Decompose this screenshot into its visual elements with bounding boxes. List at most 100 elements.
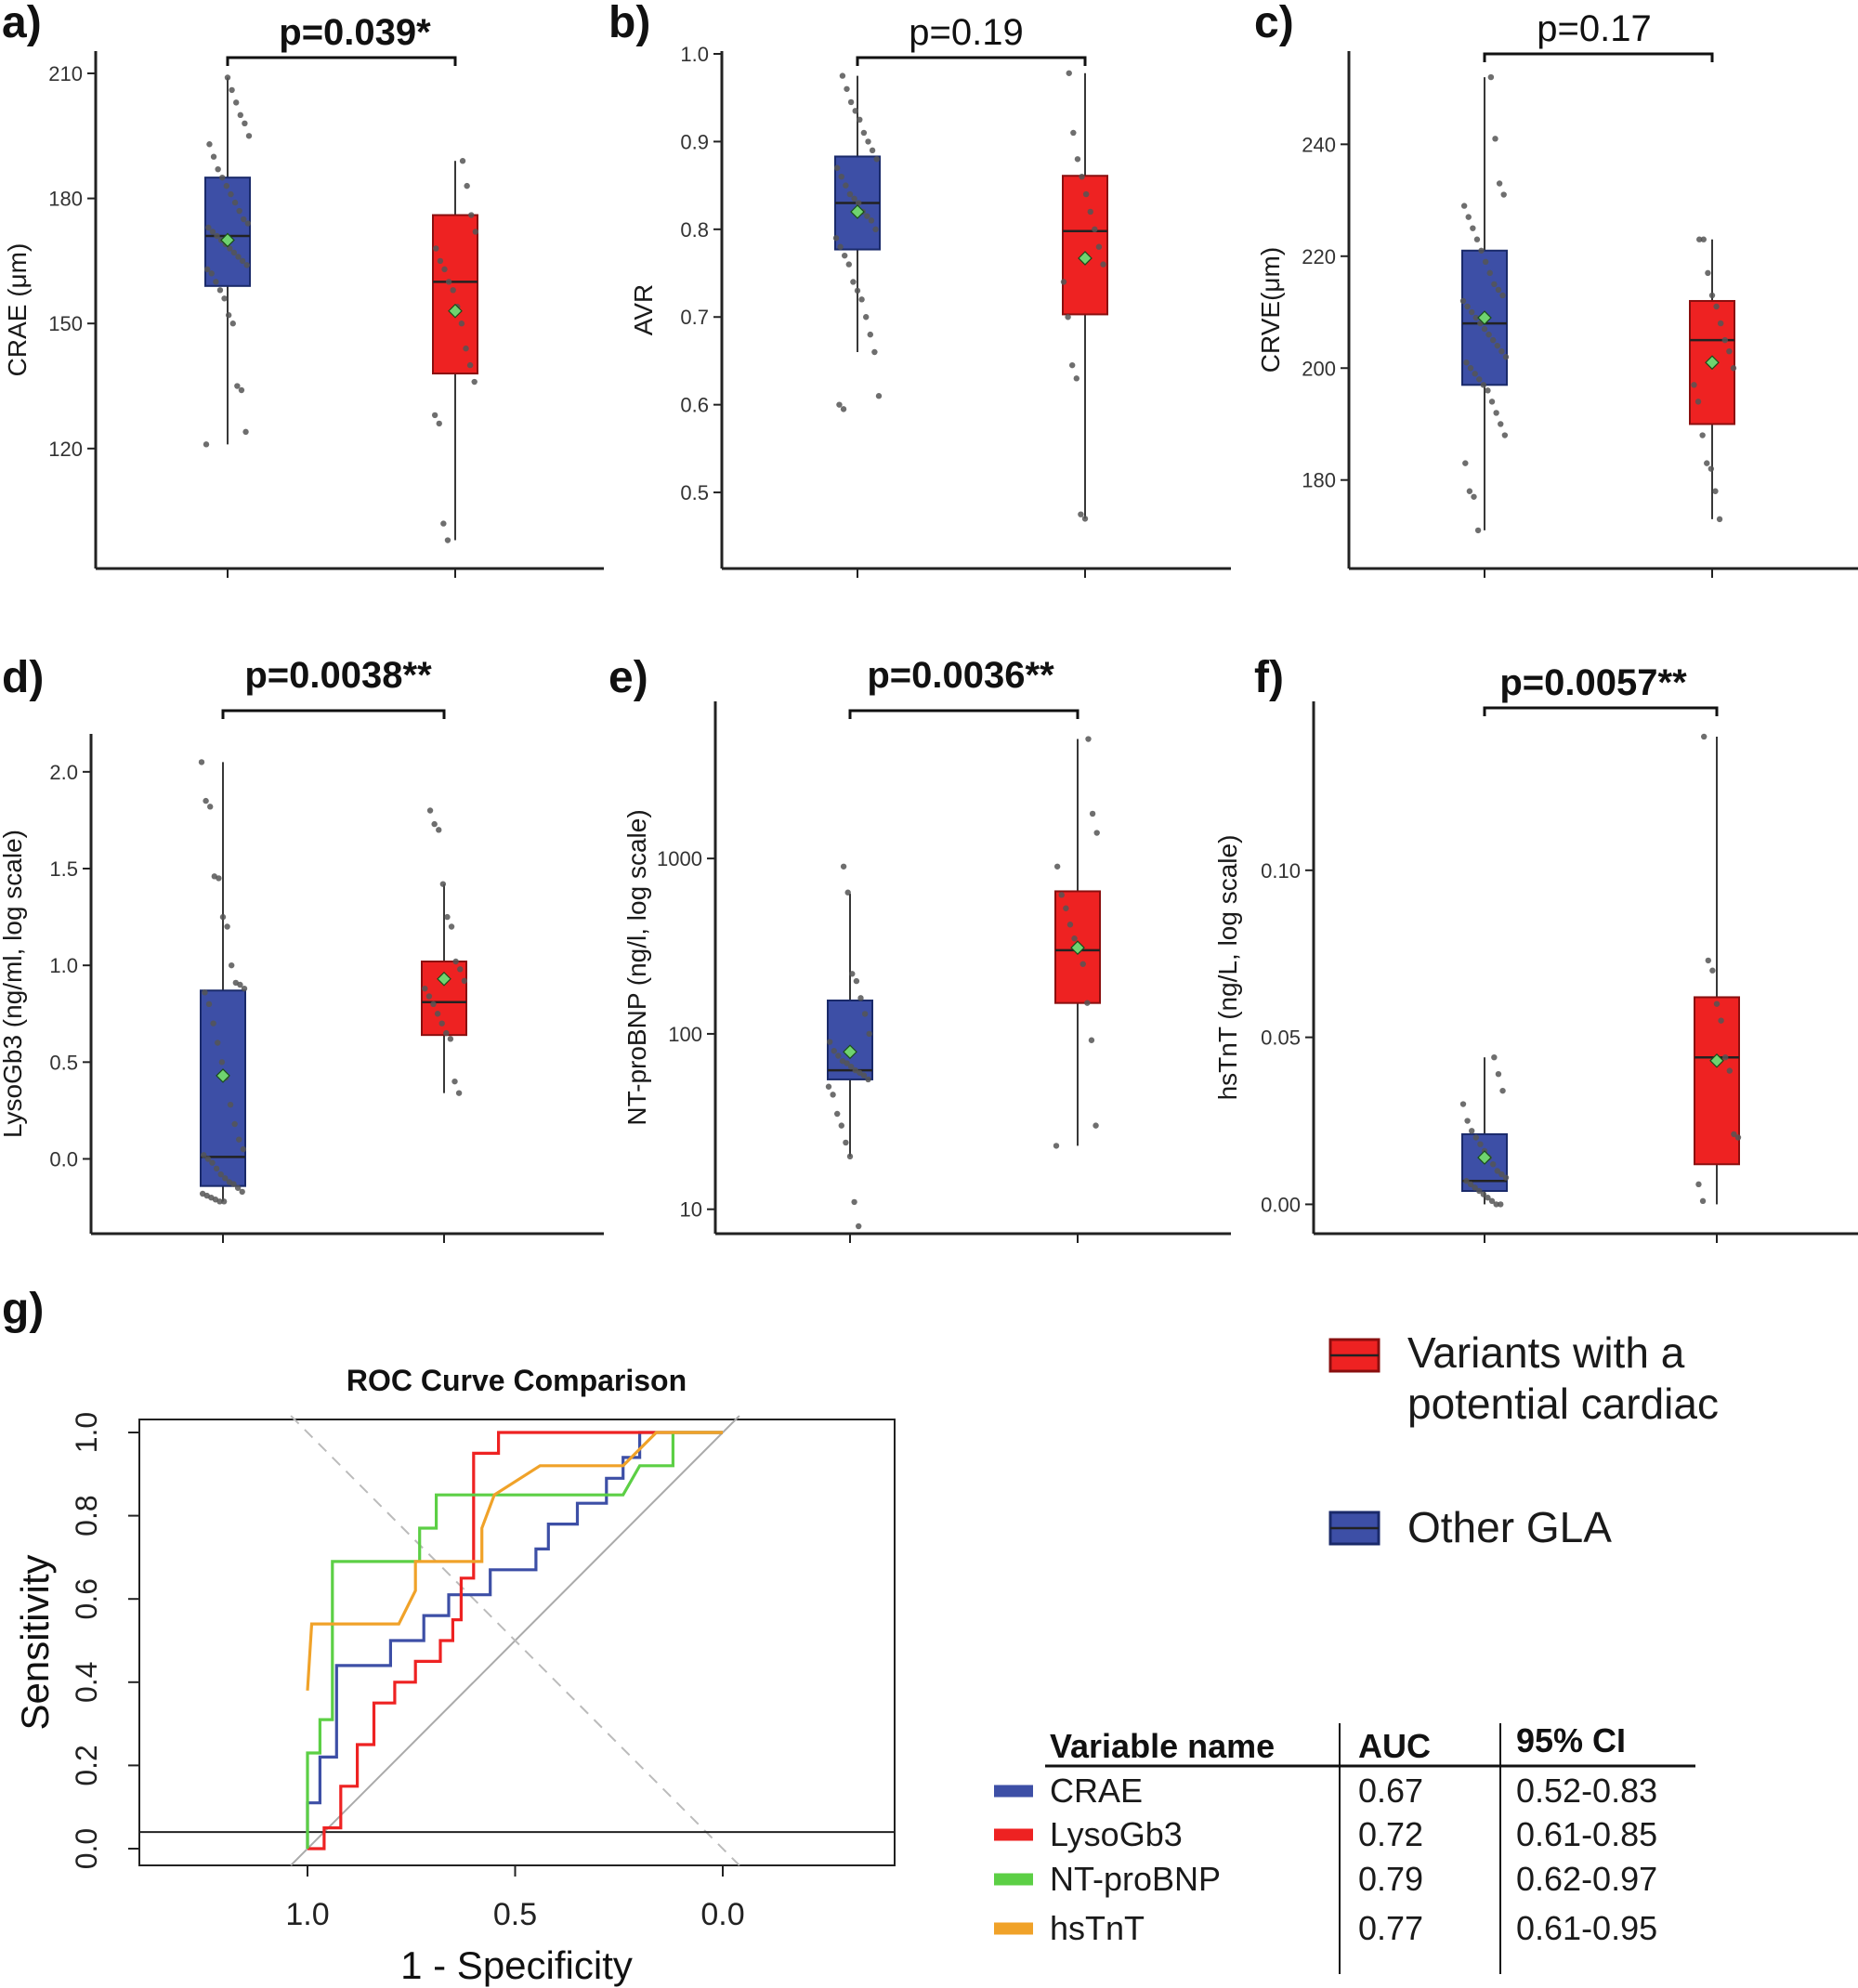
data-point: [846, 190, 854, 198]
data-point: [1700, 236, 1708, 242]
auc-header-variable: Variable name: [1050, 1727, 1275, 1765]
data-point: [224, 923, 230, 930]
data-point: [1699, 1197, 1707, 1205]
auc-row-ci: 0.52-0.83: [1516, 1772, 1657, 1810]
data-point: [459, 158, 466, 164]
data-point: [1053, 863, 1061, 870]
mean-marker: [220, 232, 235, 248]
data-point: [211, 873, 217, 880]
data-point: [1488, 1197, 1496, 1205]
data-point: [1476, 376, 1483, 383]
data-point: [826, 1039, 833, 1045]
data-point: [463, 345, 469, 352]
data-point: [1496, 180, 1503, 187]
panel-c: c) 180 200 220 240 CRVE(μm) p=0.17: [1254, 0, 1858, 578]
data-point: [1722, 1053, 1729, 1061]
data-point: [1487, 73, 1495, 81]
auc-row-auc: 0.72: [1358, 1815, 1423, 1853]
data-point: [868, 217, 875, 224]
y-tick-label: 120: [48, 438, 83, 461]
roc-y-tick-label: 0.0: [70, 1828, 103, 1869]
significance-bracket: [221, 709, 446, 719]
mean-marker: [850, 204, 865, 219]
data-point: [1499, 292, 1506, 299]
data-point: [832, 235, 840, 242]
data-point: [239, 1188, 245, 1196]
data-point: [849, 971, 856, 977]
data-point: [1092, 226, 1098, 233]
data-point: [1472, 1184, 1478, 1191]
data-point: [1084, 1000, 1091, 1006]
data-point: [426, 807, 434, 814]
data-point: [856, 1223, 862, 1230]
auc-row-ci: 0.61-0.95: [1516, 1909, 1657, 1947]
auc-header-ci: 95% CI: [1516, 1721, 1626, 1759]
group-legend: Variants with a potential cardiac Other …: [1328, 1328, 1719, 1551]
data-point: [227, 1101, 234, 1108]
y-tick-label: 0.00: [1261, 1193, 1301, 1216]
data-point: [438, 1020, 445, 1027]
data-point: [430, 1001, 437, 1008]
data-point: [1070, 129, 1077, 137]
y-tick-label: 1.0: [49, 954, 78, 977]
data-point: [1469, 308, 1475, 316]
data-point: [1465, 214, 1472, 220]
data-point: [1712, 488, 1719, 494]
data-point: [850, 279, 857, 285]
data-point: [1473, 236, 1481, 242]
data-point: [1488, 399, 1496, 405]
roc-title: ROC Curve Comparison: [347, 1364, 687, 1397]
significance-bracket: [848, 709, 1079, 719]
data-point: [855, 200, 862, 206]
roc-curve-hstnt: [306, 1431, 723, 1691]
data-point: [450, 287, 456, 294]
panel-letter: f): [1254, 653, 1284, 702]
p-value-label: p=0.0038**: [244, 655, 432, 696]
data-point: [1460, 203, 1468, 209]
roc-y-tick-label: 0.2: [70, 1745, 103, 1785]
y-tick-label: 180: [1302, 469, 1336, 492]
data-point: [852, 108, 858, 114]
data-point: [1704, 460, 1710, 466]
auc-table: Variable name AUC 95% CI CRAE 0.67 0.52-0.…: [994, 1721, 1695, 1974]
data-point: [436, 420, 442, 427]
roc-curve-lysogb3: [307, 1431, 723, 1851]
data-point: [1708, 465, 1715, 472]
data-point: [857, 116, 863, 124]
data-point: [1734, 1134, 1742, 1141]
panel-d: d) 0.0 0.5 1.0 1.5 2.0 LysoGb3 (ng/ml, log sca…: [0, 653, 604, 1243]
data-point: [1470, 225, 1476, 231]
data-point: [843, 182, 849, 189]
y-axis-label: CRVE(μm): [1256, 247, 1285, 373]
data-point: [205, 224, 212, 231]
data-point: [448, 923, 455, 930]
data-point: [1093, 1122, 1099, 1129]
data-point: [1071, 935, 1078, 942]
roc-panel-letter: g): [2, 1285, 44, 1334]
data-point: [861, 1011, 869, 1017]
data-point: [220, 1198, 228, 1205]
y-tick-label: 0.9: [680, 130, 709, 153]
y-tick-label: 2.0: [49, 761, 78, 784]
data-point: [1087, 208, 1093, 216]
auc-row-auc: 0.77: [1358, 1909, 1423, 1947]
data-point: [439, 881, 447, 887]
roc-plot-frame: [138, 1419, 896, 1866]
data-point: [231, 1120, 238, 1128]
data-point: [1718, 1017, 1724, 1024]
data-point: [1079, 961, 1086, 967]
data-point: [1502, 354, 1510, 360]
data-point: [204, 1156, 212, 1162]
data-point: [1066, 70, 1072, 76]
data-point: [1069, 361, 1076, 369]
legend-red-label-line2: potential cardiac: [1407, 1380, 1719, 1428]
data-point: [226, 1179, 233, 1185]
data-point: [872, 226, 879, 233]
roc-x-tick-label: 1.0: [285, 1897, 329, 1932]
panel-a: a) 120 150 180 210 CRAE (μm) p=0.039*: [2, 0, 604, 578]
roc-y-tick-label: 0.4: [70, 1662, 103, 1703]
data-point: [1477, 1141, 1484, 1147]
auc-row-auc: 0.79: [1358, 1860, 1423, 1898]
significance-bracket: [1483, 52, 1714, 62]
